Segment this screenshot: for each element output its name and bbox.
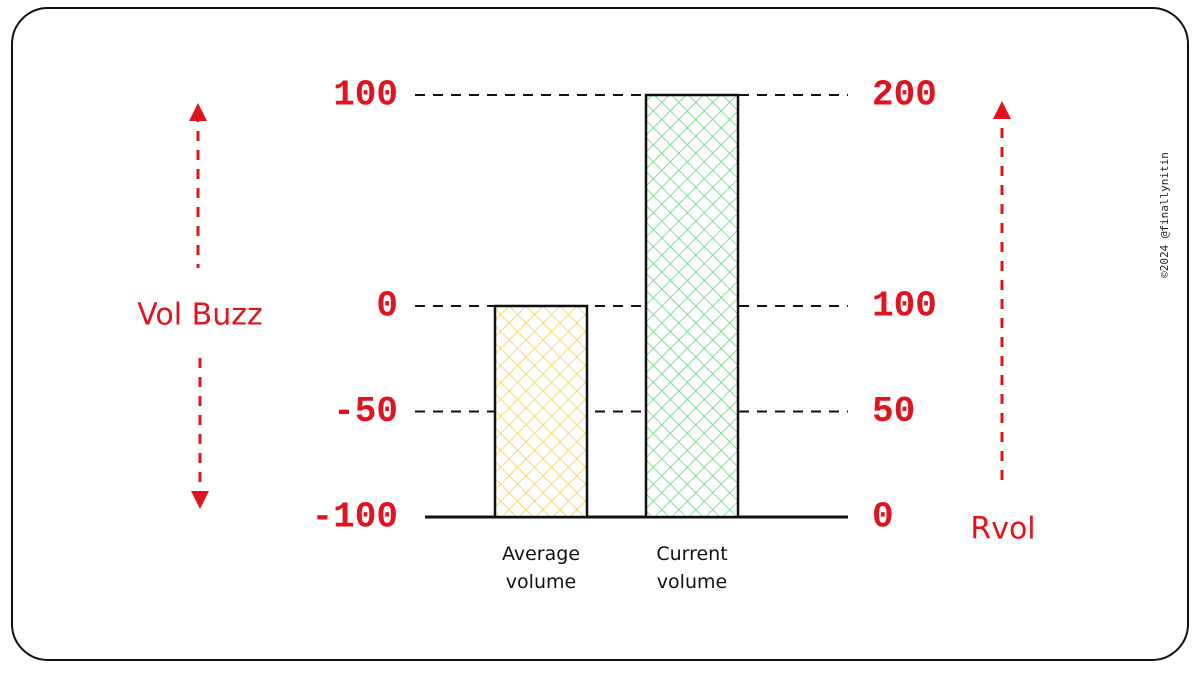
y-tick-label: -50 [333,391,398,432]
y2-tick-label: 200 [872,75,937,116]
bar [644,93,740,519]
y2-tick-label: 0 [872,497,894,538]
x-tick-label: Current volume [656,543,728,593]
frame [11,7,1189,661]
credit: ©2024 @finallynitin [1158,152,1171,278]
y2-tick-label: 50 [872,391,915,432]
y-tick-label: 0 [376,286,398,327]
y-tick-label: 100 [333,75,398,116]
bar [493,304,589,519]
y-tick-label: -100 [312,497,398,538]
y-axis-label: Vol Buzz [137,298,263,333]
x-tick-label: Average volume [501,543,581,593]
y2-axis-label: Rvol [970,512,1035,547]
y2-tick-label: 100 [872,286,937,327]
